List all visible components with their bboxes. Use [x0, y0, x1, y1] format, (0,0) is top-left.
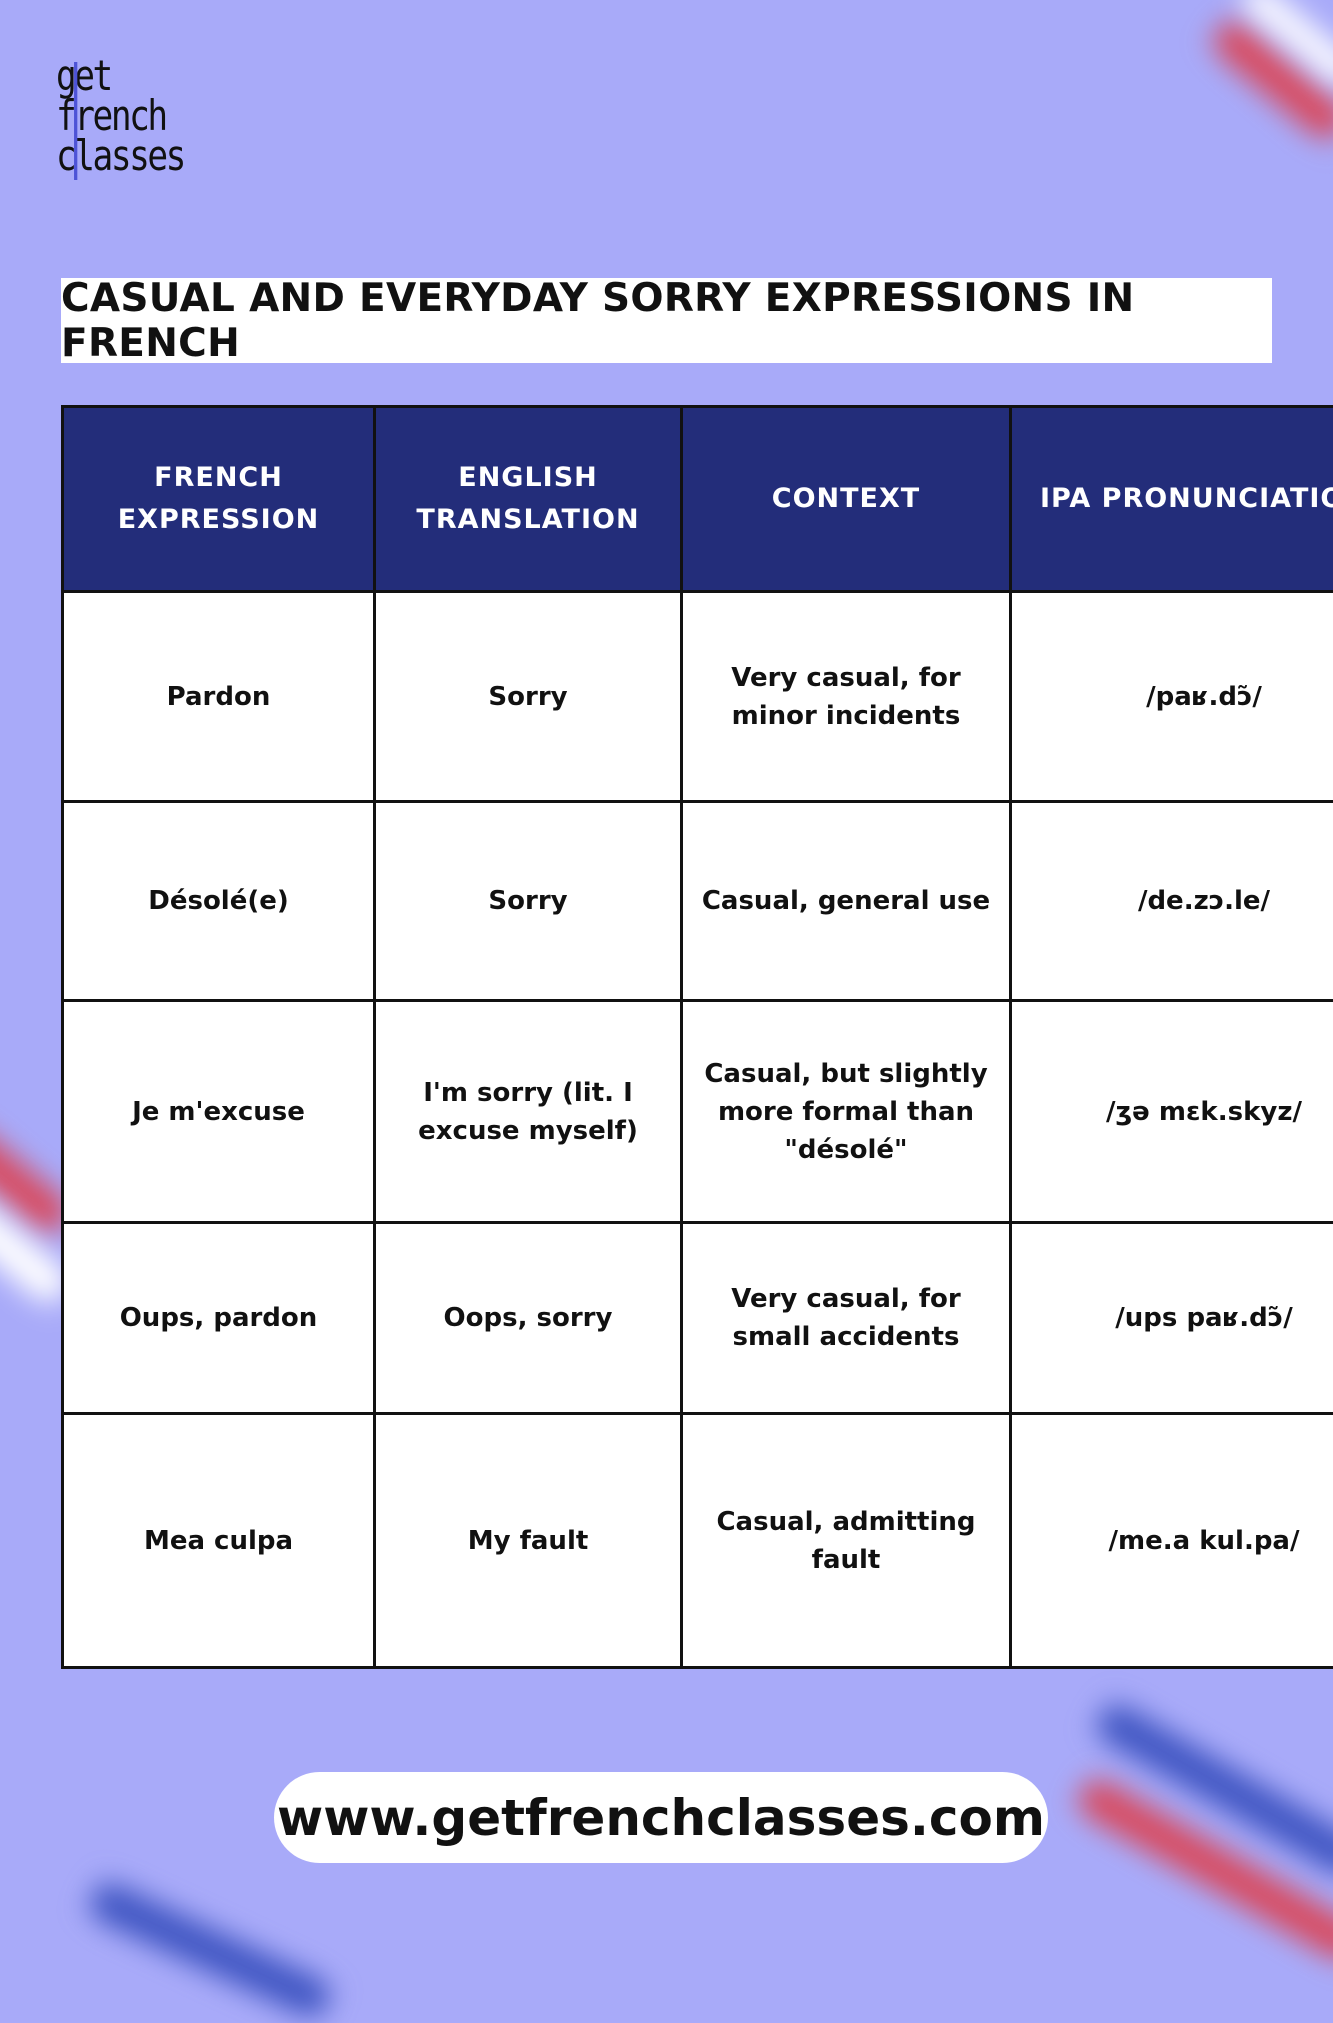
url[interactable]: www.getfrenchclasses.com: [274, 1772, 1048, 1863]
decoration: [1071, 1773, 1333, 1968]
title-box: CASUAL AND EVERYDAY SORRY EXPRESSIONS IN…: [61, 278, 1272, 363]
column-header: IPA PRONUNCIATION: [1011, 407, 1333, 592]
table-cell: Casual, general use: [682, 802, 1011, 1001]
table-cell: Very casual, for minor incidents: [682, 592, 1011, 802]
table-cell: Mea culpa: [63, 1414, 375, 1668]
table-cell: Sorry: [375, 802, 682, 1001]
table-cell: Je m'excuse: [63, 1001, 375, 1223]
column-header: CONTEXT: [682, 407, 1011, 592]
table-cell: /me.a kul.pa/: [1011, 1414, 1333, 1668]
table-cell: Oups, pardon: [63, 1223, 375, 1414]
decoration: [84, 1877, 337, 2023]
table-cell: Casual, admitting fault: [682, 1414, 1011, 1668]
table-cell: /de.zɔ.le/: [1011, 802, 1333, 1001]
column-header: FRENCH EXPRESSION: [63, 407, 375, 592]
title: CASUAL AND EVERYDAY SORRY EXPRESSIONS IN…: [61, 276, 1272, 366]
table-cell: Désolé(e): [63, 802, 375, 1001]
table-cell: Oops, sorry: [375, 1223, 682, 1414]
logo-bar: [74, 62, 77, 180]
table-cell: My fault: [375, 1414, 682, 1668]
column-header: ENGLISH TRANSLATION: [375, 407, 682, 592]
table-cell: /ʒə mɛk.skyz/: [1011, 1001, 1333, 1223]
table-cell: /paʁ.dɔ̃/: [1011, 592, 1333, 802]
table-cell: Sorry: [375, 592, 682, 802]
table-cell: Pardon: [63, 592, 375, 802]
table-cell: I'm sorry (lit. I excuse myself): [375, 1001, 682, 1223]
logo: get french classes: [56, 56, 184, 176]
table-cell: Casual, but slightly more formal than "d…: [682, 1001, 1011, 1223]
table-cell: Very casual, for small accidents: [682, 1223, 1011, 1414]
table-cell: /ups paʁ.dɔ̃/: [1011, 1223, 1333, 1414]
